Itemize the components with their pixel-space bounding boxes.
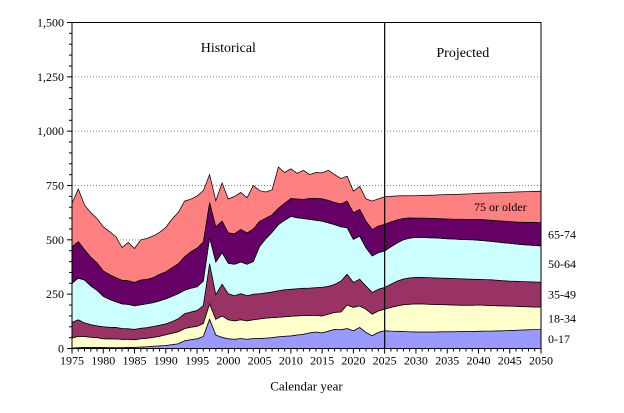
x-axis: 1975 1980 1985 1990 1995 2000 2005 2010 2015 2020… (60, 348, 553, 368)
series-label-50-64: 50-64 (548, 257, 576, 271)
x-tick-label: 2005 (248, 354, 272, 368)
x-tick-label: 2035 (435, 354, 459, 368)
x-axis-title: Calendar year (270, 379, 343, 394)
x-tick-label: 2015 (310, 354, 334, 368)
annotation-historical: Historical (201, 41, 256, 56)
x-tick-label: 2050 (529, 354, 553, 368)
x-tick-label: 2040 (466, 354, 490, 368)
y-tick-label: 500 (46, 233, 64, 247)
y-axis: 0 250 500 750 1,000 1,250 1,500 (37, 16, 72, 356)
x-tick-label: 2045 (498, 354, 522, 368)
x-tick-label: 2000 (216, 354, 240, 368)
x-tick-label: 1990 (154, 354, 178, 368)
x-tick-label: 2030 (404, 354, 428, 368)
series-label-65-74: 65-74 (548, 227, 576, 241)
y-tick-label: 1,500 (37, 16, 64, 30)
y-tick-label: 1,250 (37, 70, 64, 84)
series-label-18-34: 18-34 (548, 311, 576, 325)
area-series (71, 166, 542, 349)
series-labels: 65-74 50-64 35-49 18-34 0-17 75 or older (474, 200, 576, 346)
y-tick-label: 750 (46, 179, 64, 193)
y-tick-label: 0 (58, 342, 64, 356)
series-label-35-49: 35-49 (548, 288, 576, 302)
series-label-75-or-older-inside: 75 or older (474, 200, 527, 214)
x-tick-label: 2020 (341, 354, 365, 368)
x-tick-label: 1995 (185, 354, 209, 368)
series-label-0-17: 0-17 (548, 332, 570, 346)
x-tick-label: 2010 (279, 354, 303, 368)
y-tick-label: 250 (46, 287, 64, 301)
annotation-projected: Projected (436, 46, 489, 61)
x-tick-label: 1985 (123, 354, 147, 368)
x-tick-label: 1975 (60, 354, 84, 368)
y-tick-label: 1,000 (37, 124, 64, 138)
x-tick-label: 2025 (373, 354, 397, 368)
x-tick-label: 1980 (91, 354, 115, 368)
